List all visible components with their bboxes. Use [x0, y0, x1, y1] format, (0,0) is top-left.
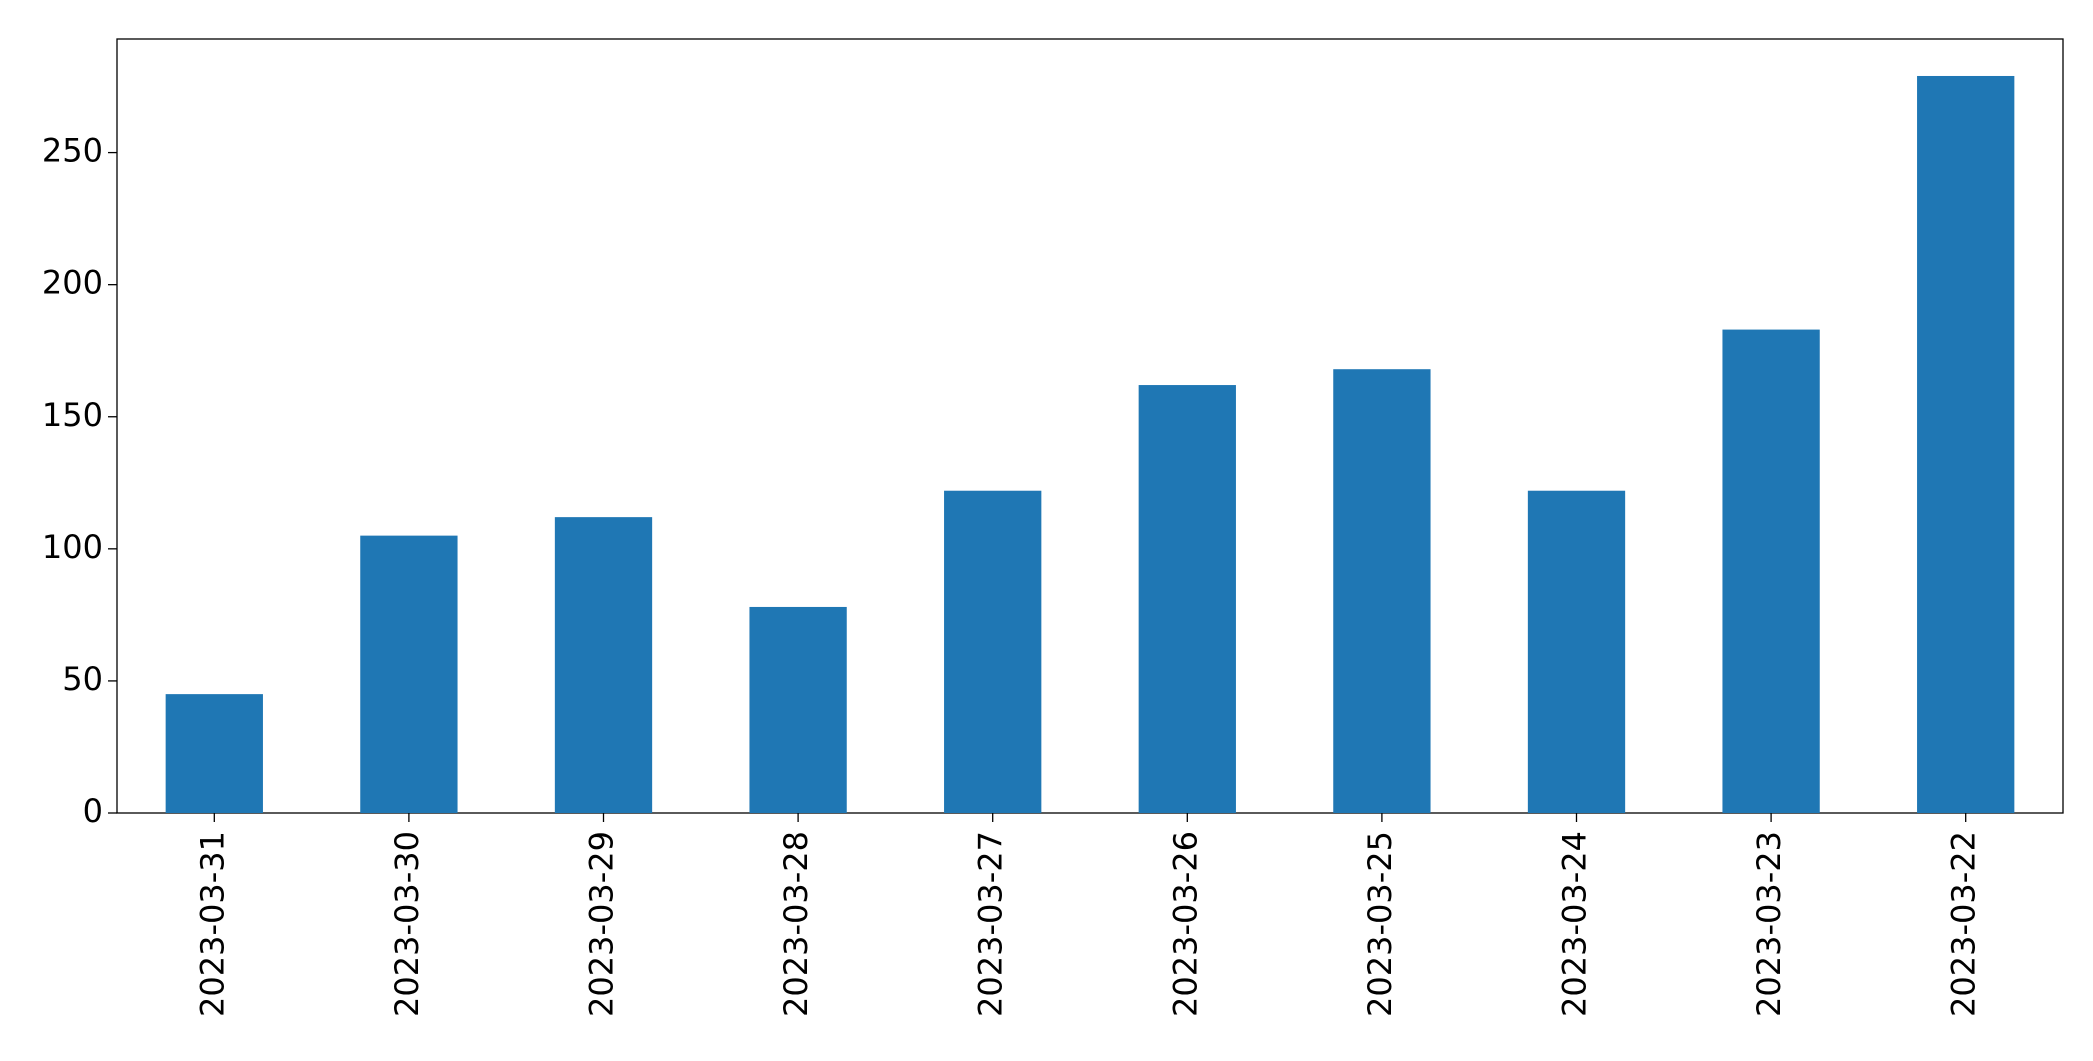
bar: [944, 490, 1042, 813]
plot-frame: [116, 38, 2064, 814]
x-tick-label: 2023-03-23: [1750, 831, 1788, 1017]
x-tick-label: 2023-03-31: [193, 831, 231, 1017]
x-tick-label: 2023-03-28: [777, 831, 815, 1017]
y-tick-label: 100: [42, 528, 103, 566]
bar: [165, 694, 263, 813]
x-tick-label: 2023-03-30: [388, 831, 426, 1017]
bar: [749, 606, 847, 813]
bar: [1138, 385, 1236, 813]
x-tick-label: 2023-03-29: [583, 831, 621, 1017]
bar: [360, 535, 458, 813]
y-tick-label: 50: [62, 660, 103, 698]
bar: [1333, 369, 1431, 813]
y-tick-label: 250: [42, 132, 103, 170]
x-tick-label: 2023-03-27: [972, 831, 1010, 1017]
x-tick-label: 2023-03-26: [1166, 831, 1204, 1017]
x-tick-label: 2023-03-22: [1945, 831, 1983, 1017]
x-tick-label: 2023-03-24: [1556, 831, 1594, 1017]
bar: [1722, 329, 1820, 813]
y-tick-label: 0: [83, 792, 103, 830]
y-tick-label: 150: [42, 396, 103, 434]
y-tick-label: 200: [42, 264, 103, 302]
bar: [1917, 75, 2015, 814]
bar: [1527, 490, 1626, 813]
x-tick-label: 2023-03-25: [1361, 831, 1399, 1017]
bar: [554, 517, 653, 813]
